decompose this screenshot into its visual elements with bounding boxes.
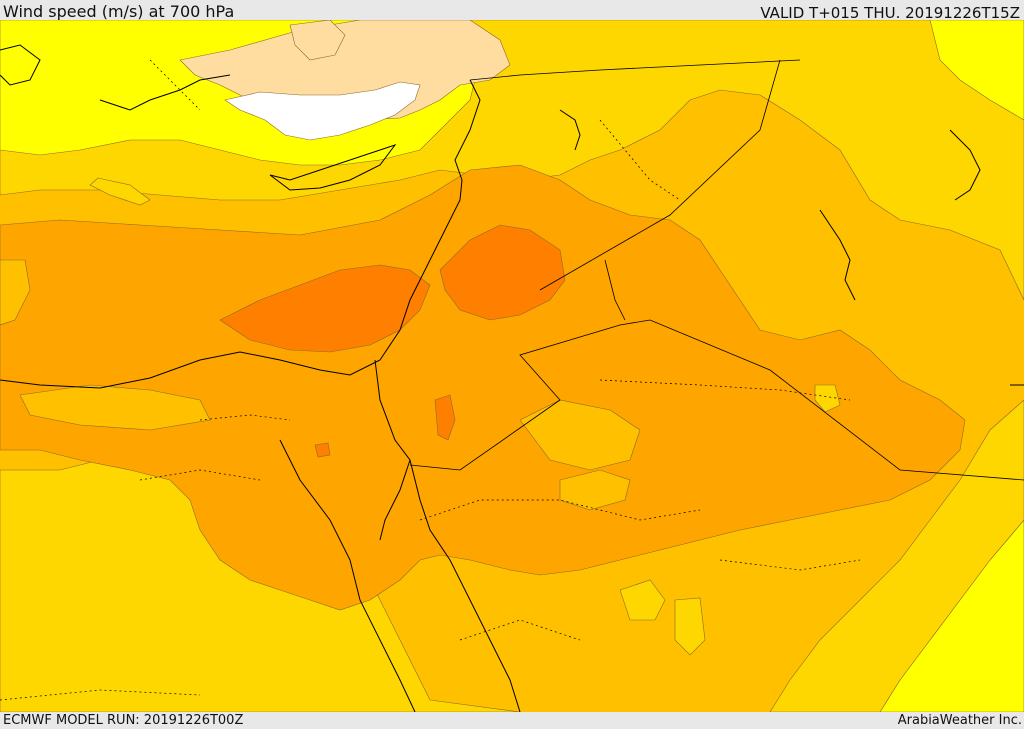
field-yellow-pocket-1 [619, 579, 666, 621]
field-yellow-pocket-2 [674, 597, 706, 656]
header-bar [0, 0, 1024, 20]
internal-boundaries [0, 59, 861, 701]
coastlines [0, 44, 1024, 712]
field-gold-pocket-1 [519, 399, 641, 471]
footer-bar [0, 712, 1024, 729]
field-gold-southeast [769, 399, 1024, 712]
boundaries [409, 59, 1024, 481]
field-peach-small [289, 20, 346, 61]
field-yellow-east-top [929, 20, 1024, 121]
field-orange [0, 164, 966, 611]
field-gold-pocket-2 [559, 469, 631, 511]
credit: ArabiaWeather Inc. [897, 713, 1022, 728]
field-yellow-pocket-3 [814, 384, 841, 413]
field-dark-orange-4 [314, 442, 331, 458]
field-yellow-pocket-4 [89, 177, 151, 206]
field-dark-orange-2 [439, 224, 566, 321]
model-run: ECMWF MODEL RUN: 20191226T00Z [3, 713, 244, 728]
field-white [224, 81, 421, 141]
wind-speed-map [0, 20, 1024, 712]
valid-time: VALID T+015 THU. 20191226T15Z [760, 4, 1020, 22]
field-gold-pocket-3 [19, 384, 211, 431]
field-gold-pocket-4 [0, 259, 31, 326]
field-dark-orange-1 [219, 264, 431, 353]
field-dark-orange-3 [434, 394, 456, 441]
map-title: Wind speed (m/s) at 700 hPa [3, 2, 235, 21]
